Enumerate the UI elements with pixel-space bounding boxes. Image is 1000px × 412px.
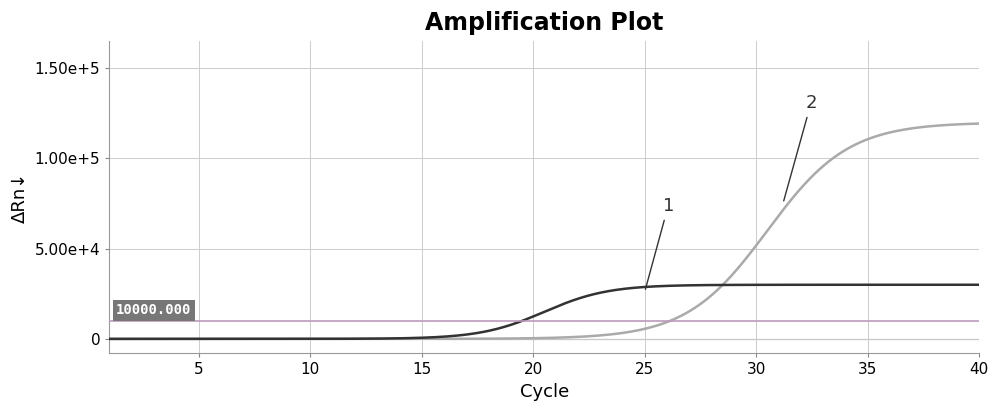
Title: Amplification Plot: Amplification Plot: [425, 11, 663, 35]
Y-axis label: ΔRn↓: ΔRn↓: [11, 171, 29, 223]
X-axis label: Cycle: Cycle: [520, 383, 569, 401]
Text: 2: 2: [784, 94, 817, 201]
Text: 1: 1: [645, 197, 674, 289]
Text: 10000.000: 10000.000: [116, 303, 191, 317]
